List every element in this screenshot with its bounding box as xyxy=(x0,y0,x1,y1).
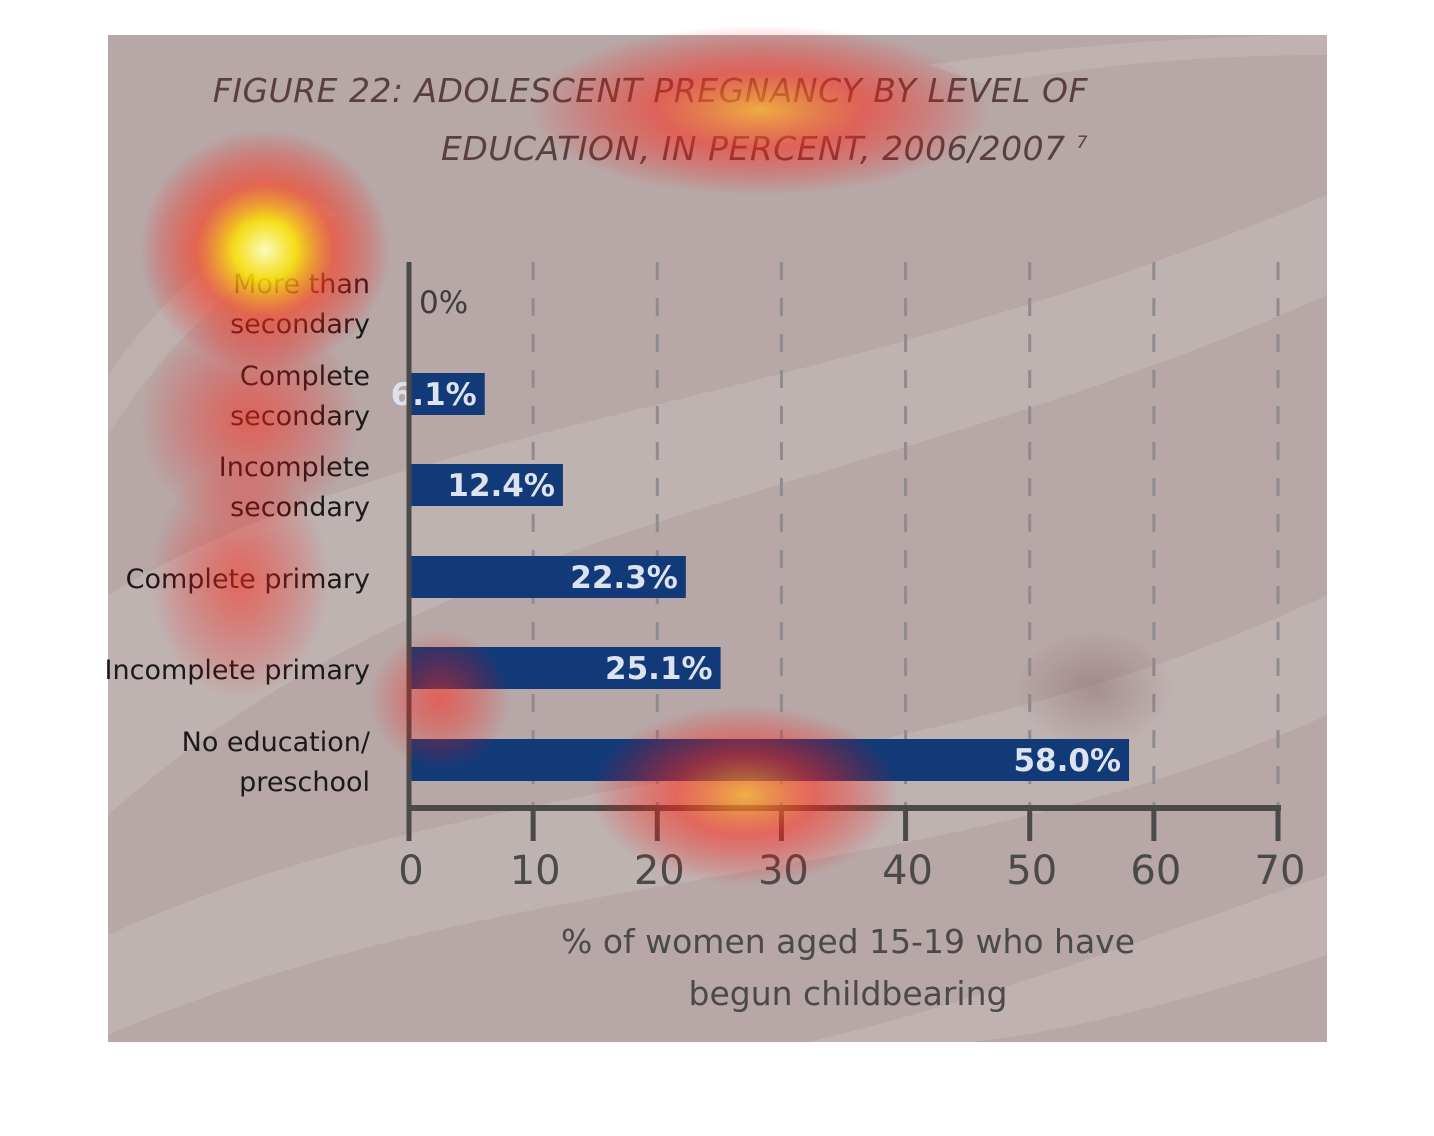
x-axis-label-line-1: % of women aged 15-19 who have xyxy=(561,922,1135,961)
category-label: preschool xyxy=(239,767,370,798)
tick-labels: 0 10 20 30 40 50 60 70 xyxy=(398,848,1305,894)
grid-lines xyxy=(531,262,1280,808)
bar xyxy=(409,464,563,506)
category-label: Complete xyxy=(240,361,370,392)
x-tick-label: 50 xyxy=(1006,848,1057,894)
x-tick-label: 70 xyxy=(1255,848,1306,894)
title-footnote: 7 xyxy=(1076,133,1088,153)
bar xyxy=(409,556,686,598)
category-label: More than xyxy=(233,269,370,300)
x-tick-label: 20 xyxy=(634,848,685,894)
category-label: secondary xyxy=(230,492,370,523)
category-label: Complete primary xyxy=(126,564,370,595)
data-label: 25.1% xyxy=(605,651,713,687)
data-label: 0% xyxy=(419,285,468,321)
bars: 0% 6.1% 12.4% 22.3% 25.1% 58.0% xyxy=(391,285,1130,781)
data-label: 58.0% xyxy=(1013,743,1121,779)
category-label: Incomplete xyxy=(219,452,370,483)
category-label: secondary xyxy=(230,309,370,340)
x-axis-label: % of women aged 15-19 who have begun chil… xyxy=(561,922,1135,1013)
data-label: 22.3% xyxy=(570,560,678,596)
x-axis-label-line-2: begun childbearing xyxy=(689,974,1008,1013)
x-tick-label: 60 xyxy=(1130,848,1181,894)
category-label: secondary xyxy=(230,401,370,432)
category-label: No education/ xyxy=(182,727,371,758)
x-tick-label: 10 xyxy=(510,848,561,894)
x-tick-label: 30 xyxy=(758,848,809,894)
x-tick-label: 40 xyxy=(882,848,933,894)
bar xyxy=(409,373,485,415)
data-label: 12.4% xyxy=(447,468,555,504)
data-label: 6.1% xyxy=(391,377,477,413)
x-tick-label: 0 xyxy=(398,848,423,894)
category-label: Incomplete primary xyxy=(105,655,370,686)
category-labels: More than secondary Complete secondary Incom… xyxy=(105,269,371,798)
